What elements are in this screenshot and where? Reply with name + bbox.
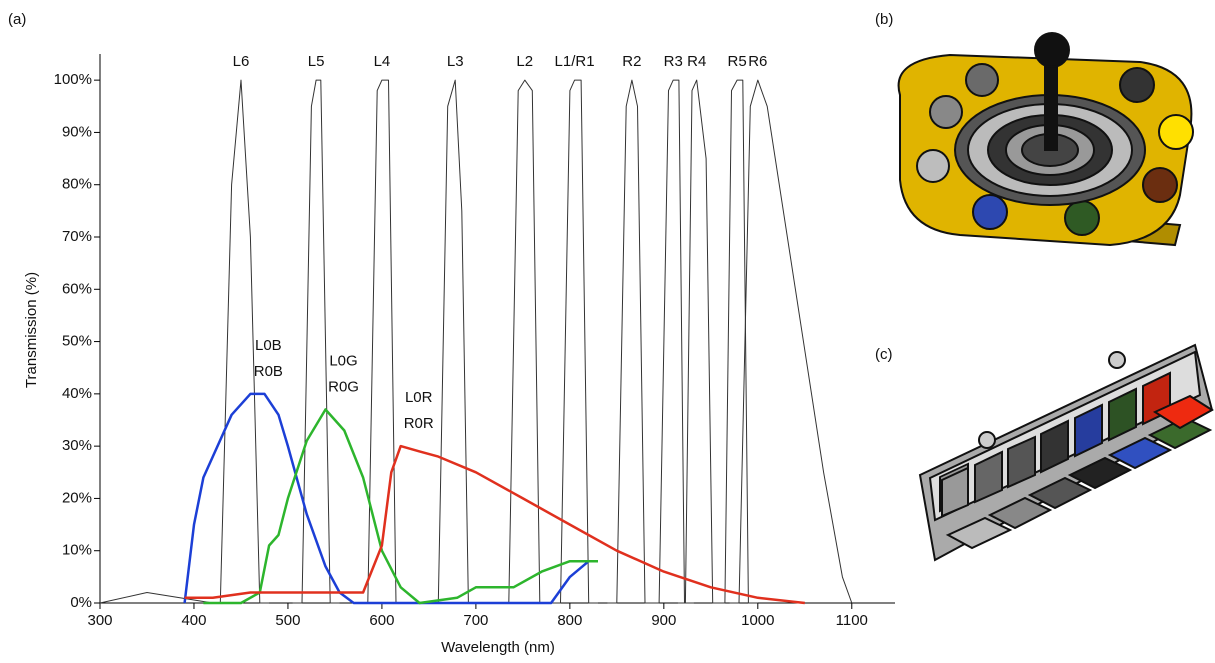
series-line bbox=[428, 79, 478, 604]
filter-tray-illustration bbox=[918, 343, 1214, 562]
y-tick-label: 40% bbox=[62, 385, 92, 402]
y-tick-label: 10% bbox=[62, 542, 92, 559]
x-tick-label: 500 bbox=[275, 612, 300, 629]
y-tick-label: 20% bbox=[62, 489, 92, 506]
series-label: R0R bbox=[404, 415, 434, 432]
series-line bbox=[729, 79, 853, 604]
x-tick-label: 1000 bbox=[741, 612, 774, 629]
x-tick-label: 300 bbox=[87, 612, 112, 629]
x-tick-label: 900 bbox=[651, 612, 676, 629]
series-label: L0G bbox=[329, 353, 357, 370]
series-line bbox=[551, 79, 598, 604]
series-label: R2 bbox=[622, 53, 641, 70]
series-label: L5 bbox=[308, 53, 325, 70]
x-tick-label: 400 bbox=[181, 612, 206, 629]
x-tick-label: 600 bbox=[369, 612, 394, 629]
series-line bbox=[499, 79, 550, 604]
series-label: L0R bbox=[405, 389, 433, 406]
series-line bbox=[184, 444, 805, 605]
series-line bbox=[358, 79, 406, 604]
y-tick-label: 70% bbox=[62, 228, 92, 245]
series-line bbox=[99, 79, 270, 604]
panel-label: (c) bbox=[875, 346, 893, 363]
series-line bbox=[677, 79, 723, 604]
x-tick-label: 800 bbox=[557, 612, 582, 629]
x-tick-label: 700 bbox=[463, 612, 488, 629]
panel-label: (b) bbox=[875, 11, 893, 28]
series-label: L6 bbox=[233, 53, 250, 70]
series-label: R0B bbox=[254, 363, 283, 380]
series-label: L0B bbox=[255, 337, 282, 354]
series-line bbox=[203, 408, 598, 605]
series-label: R0G bbox=[328, 379, 359, 396]
y-tick-label: 90% bbox=[62, 123, 92, 140]
series-label: L3 bbox=[447, 53, 464, 70]
y-tick-label: 50% bbox=[62, 333, 92, 350]
series-label: R6 bbox=[748, 53, 767, 70]
series-label: L2 bbox=[516, 53, 533, 70]
y-tick-label: 100% bbox=[54, 71, 92, 88]
series-line bbox=[649, 79, 694, 604]
series-line bbox=[183, 392, 598, 605]
series-line bbox=[607, 79, 655, 604]
series-label: L4 bbox=[374, 53, 391, 70]
x-tick-label: 1100 bbox=[836, 612, 868, 629]
series-label: R5 bbox=[728, 53, 747, 70]
series-label: R4 bbox=[687, 53, 706, 70]
y-tick-label: 80% bbox=[62, 176, 92, 193]
series-line bbox=[292, 79, 340, 604]
y-tick-label: 0% bbox=[70, 594, 92, 611]
x-axis-label: Wavelength (nm) bbox=[441, 639, 555, 656]
y-tick-label: 60% bbox=[62, 280, 92, 297]
series-label: L1/R1 bbox=[555, 53, 595, 70]
y-tick-label: 30% bbox=[62, 437, 92, 454]
y-axis-label: Transmission (%) bbox=[23, 272, 40, 388]
filter-wheel-illustration bbox=[897, 32, 1194, 247]
series-line bbox=[715, 79, 758, 604]
panel-label: (a) bbox=[8, 11, 26, 28]
series-label: R3 bbox=[664, 53, 683, 70]
